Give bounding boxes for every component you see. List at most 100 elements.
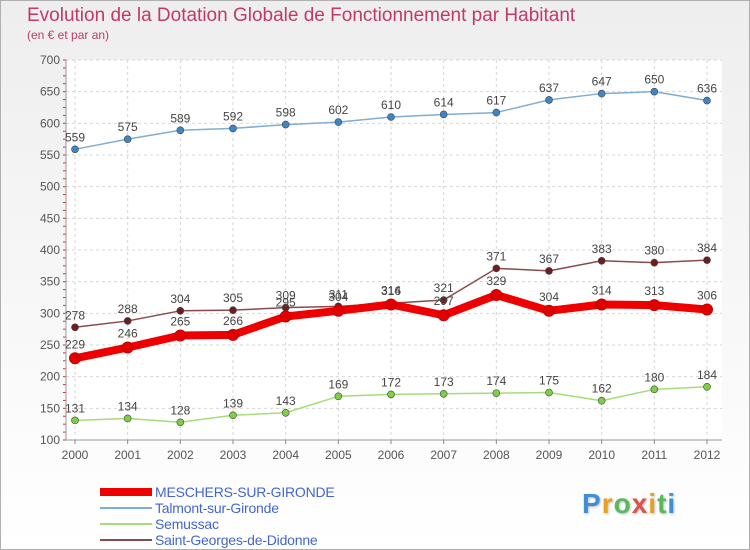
y-tick-label: 450	[40, 211, 60, 225]
data-label-meschers-sur-gironde: 229	[65, 337, 85, 351]
data-label-meschers-sur-gironde: 314	[592, 283, 612, 297]
legend-label: MESCHERS-SUR-GIRONDE	[155, 484, 335, 500]
x-tick-label: 2011	[641, 448, 667, 462]
data-label-saint-georges-de-didonne: 309	[276, 289, 296, 303]
x-tick-label: 2012	[694, 448, 721, 462]
data-label-saint-georges-de-didonne: 383	[592, 242, 612, 256]
data-point-talmont-sur-gironde	[71, 145, 79, 154]
data-point-semussac	[439, 389, 448, 398]
data-point-meschers-sur-gironde	[437, 309, 450, 322]
y-tick-label: 500	[40, 180, 60, 194]
data-point-saint-georges-de-didonne	[123, 317, 132, 325]
data-label-talmont-sur-gironde: 610	[381, 98, 401, 112]
x-tick-label: 2006	[378, 448, 405, 462]
data-label-talmont-sur-gironde: 602	[328, 103, 348, 117]
logo-letter: P	[582, 488, 602, 519]
data-label-saint-georges-de-didonne: 367	[539, 252, 559, 266]
x-tick-label: 2009	[536, 448, 563, 462]
y-tick-label: 100	[40, 433, 60, 447]
data-point-talmont-sur-gironde	[176, 126, 185, 135]
chart-title: Evolution de la Dotation Globale de Fonc…	[27, 5, 576, 26]
data-point-talmont-sur-gironde	[229, 124, 237, 133]
data-point-meschers-sur-gironde	[174, 329, 187, 342]
data-label-meschers-sur-gironde: 265	[170, 315, 190, 329]
data-label-meschers-sur-gironde: 246	[118, 327, 138, 341]
data-point-meschers-sur-gironde	[648, 299, 661, 312]
data-label-saint-georges-de-didonne: 384	[697, 241, 717, 255]
data-point-semussac	[492, 389, 501, 397]
data-point-meschers-sur-gironde	[279, 310, 292, 323]
data-label-meschers-sur-gironde: 304	[539, 290, 559, 304]
y-tick-label: 150	[40, 401, 60, 415]
data-label-meschers-sur-gironde: 306	[697, 289, 717, 303]
chart-subtitle: (en € et par an)	[27, 28, 110, 42]
legend-entry: Semussac	[100, 516, 400, 532]
data-point-saint-georges-de-didonne	[597, 256, 606, 265]
y-tick-label: 400	[40, 243, 60, 257]
legend-entry: MESCHERS-SUR-GIRONDE	[100, 484, 400, 500]
data-point-talmont-sur-gironde	[439, 110, 448, 119]
data-label-meschers-sur-gironde: 314	[381, 283, 401, 297]
data-label-semussac: 162	[592, 382, 612, 396]
data-point-talmont-sur-gironde	[703, 96, 711, 105]
data-label-meschers-sur-gironde: 313	[644, 284, 664, 298]
data-label-meschers-sur-gironde: 266	[223, 314, 243, 328]
data-point-meschers-sur-gironde	[595, 298, 608, 311]
x-tick-label: 2004	[272, 448, 299, 462]
x-tick-label: 2002	[167, 448, 194, 462]
data-point-semussac	[597, 396, 606, 405]
data-point-saint-georges-de-didonne	[492, 264, 501, 273]
legend-entry: Talmont-sur-Gironde	[100, 500, 400, 516]
data-point-semussac	[229, 411, 237, 420]
data-label-saint-georges-de-didonne: 304	[170, 292, 190, 306]
data-label-talmont-sur-gironde: 575	[118, 120, 138, 134]
data-label-semussac: 180	[644, 370, 664, 384]
logo-letter: i	[648, 488, 658, 519]
data-label-semussac: 174	[486, 374, 506, 388]
data-point-talmont-sur-gironde	[281, 120, 290, 129]
data-point-meschers-sur-gironde	[701, 303, 713, 316]
x-tick-label: 2001	[114, 448, 141, 462]
data-label-talmont-sur-gironde: 559	[65, 130, 85, 144]
data-label-talmont-sur-gironde: 650	[644, 73, 664, 87]
data-label-semussac: 134	[118, 399, 138, 413]
x-tick-label: 2010	[588, 448, 615, 462]
data-point-semussac	[123, 414, 132, 423]
data-point-saint-georges-de-didonne	[176, 306, 185, 315]
data-point-semussac	[176, 418, 185, 427]
legend-label: Semussac	[155, 516, 219, 532]
legend-entry: Saint-Georges-de-Didonne	[100, 532, 400, 548]
data-label-meschers-sur-gironde: 297	[434, 294, 454, 308]
data-point-saint-georges-de-didonne	[229, 306, 237, 314]
x-tick-label: 2003	[220, 448, 247, 462]
legend-label: Saint-Georges-de-Didonne	[155, 532, 318, 548]
data-label-semussac: 172	[381, 375, 401, 389]
data-label-semussac: 139	[223, 396, 243, 410]
data-label-semussac: 173	[434, 375, 454, 389]
data-point-semussac	[281, 408, 290, 417]
data-label-semussac: 143	[276, 394, 296, 408]
data-label-saint-georges-de-didonne: 371	[486, 249, 506, 263]
data-point-talmont-sur-gironde	[123, 135, 132, 143]
data-label-semussac: 128	[170, 403, 190, 417]
data-point-semussac	[71, 416, 79, 425]
y-tick-label: 200	[40, 370, 60, 384]
data-point-meschers-sur-gironde	[385, 298, 397, 311]
data-point-semussac	[703, 382, 711, 391]
data-point-saint-georges-de-didonne	[703, 256, 711, 264]
data-label-saint-georges-de-didonne: 380	[644, 244, 664, 258]
data-label-semussac: 184	[697, 368, 717, 382]
data-point-meschers-sur-gironde	[543, 304, 555, 317]
data-label-talmont-sur-gironde: 592	[223, 109, 243, 123]
y-tick-label: 550	[40, 148, 60, 162]
data-point-meschers-sur-gironde	[121, 341, 134, 354]
data-point-talmont-sur-gironde	[492, 108, 501, 117]
data-point-saint-georges-de-didonne	[545, 267, 553, 275]
data-point-saint-georges-de-didonne	[71, 323, 79, 332]
data-point-talmont-sur-gironde	[387, 113, 395, 121]
logo-letter: o	[613, 488, 632, 519]
data-point-semussac	[387, 390, 395, 399]
y-tick-label: 600	[40, 116, 60, 130]
data-label-meschers-sur-gironde: 329	[486, 274, 506, 288]
